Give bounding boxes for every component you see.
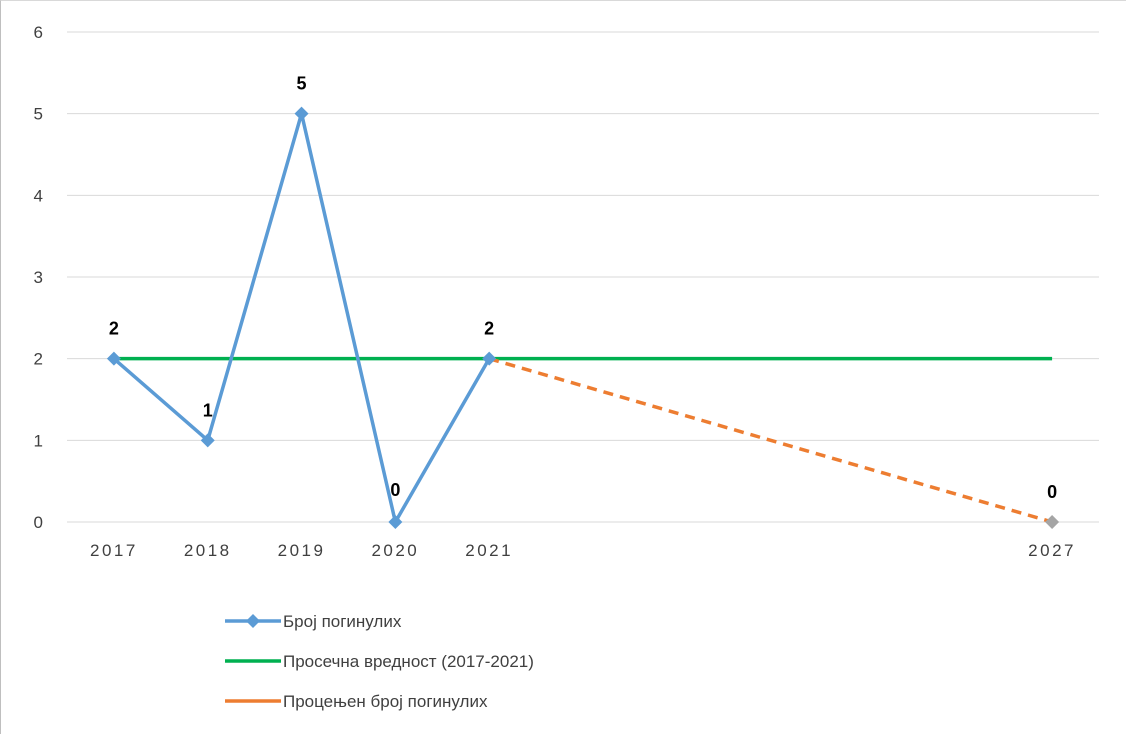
y-tick-label: 6	[34, 23, 43, 42]
data-label: 2	[484, 319, 494, 339]
data-label: 0	[1047, 482, 1057, 502]
x-tick-label: 2027	[1028, 541, 1076, 560]
gridlines	[67, 31, 1099, 441]
y-tick-label: 3	[34, 268, 43, 287]
series-line-main	[112, 111, 491, 524]
data-label: 5	[297, 74, 307, 94]
legend-item: Просечна вредност (2017-2021)	[225, 652, 534, 671]
y-tick-label: 2	[34, 350, 43, 369]
legend-label: Процењен број погинулих	[283, 692, 488, 711]
data-point	[482, 351, 497, 366]
data-label: 2	[109, 319, 119, 339]
data-point	[294, 106, 309, 121]
legend-label: Број погинулих	[283, 612, 402, 631]
projection-end-marker	[1045, 515, 1060, 529]
x-tick-label: 2017	[90, 541, 138, 560]
y-tick-label: 1	[34, 431, 43, 450]
legend: Број погинулих Просечна вредност (2017-20…	[225, 612, 534, 711]
plot-area	[106, 106, 1060, 529]
data-point	[106, 351, 121, 366]
y-axis: 0 1 2 3 4 5 6	[34, 23, 43, 532]
legend-marker	[246, 614, 260, 628]
x-tick-label: 2018	[184, 541, 232, 560]
data-point	[200, 433, 215, 448]
data-point	[388, 515, 403, 529]
data-label: 1	[203, 400, 213, 420]
series-line-projection	[488, 356, 1053, 524]
legend-label: Просечна вредност (2017-2021)	[283, 652, 534, 671]
x-tick-label: 2021	[465, 541, 513, 560]
data-labels: 2 1 5 0 2 0	[109, 74, 1057, 502]
y-tick-label: 5	[34, 105, 43, 124]
legend-item: Број погинулих	[225, 612, 402, 631]
y-tick-label: 4	[34, 186, 43, 205]
legend-item: Процењен број погинулих	[225, 692, 488, 711]
data-label: 0	[390, 480, 400, 500]
x-axis: 2017 2018 2019 2020 2021 2027	[67, 521, 1099, 560]
x-tick-label: 2019	[278, 541, 326, 560]
y-tick-label: 0	[34, 513, 43, 532]
x-tick-label: 2020	[371, 541, 419, 560]
